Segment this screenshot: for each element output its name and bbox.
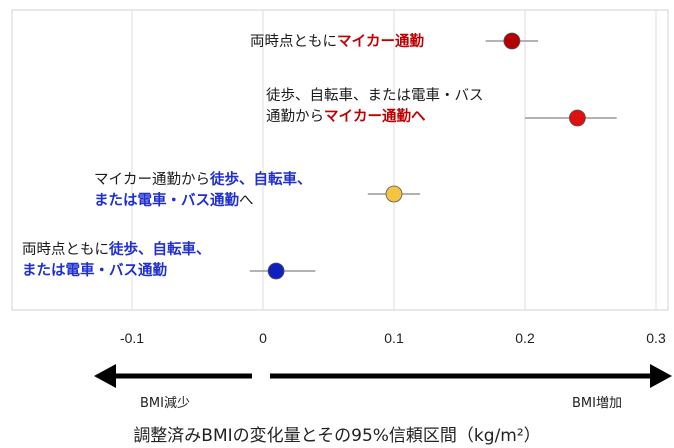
row-label-2: 徒歩、自転車、または電車・バス 通勤からマイカー通勤へ: [266, 86, 484, 128]
x-tick-label: 0.2: [515, 330, 535, 346]
plot-frame: [11, 9, 669, 311]
x-tick-label: 0.3: [646, 330, 666, 346]
row-label-2-highlight: マイカー通勤へ: [324, 109, 426, 125]
row-label-1: 両時点ともにマイカー通勤: [250, 32, 424, 53]
direction-arrows: [94, 364, 672, 388]
row-label-4: 両時点ともに徒歩、自転車、 または電車・バス通勤: [22, 240, 211, 282]
point-estimate: [569, 109, 586, 127]
point-estimate: [385, 185, 403, 203]
x-tick-labels: -0.1 0 0.1 0.2 0.3: [120, 330, 666, 346]
gridlines: [131, 10, 657, 310]
x-tick-label: -0.1: [120, 330, 144, 346]
estimates: [249, 32, 617, 280]
left-arrow-head: [94, 364, 116, 388]
x-tick-label: 0.1: [384, 330, 404, 346]
row-label-2-plain: 徒歩、自転車、または電車・バス 通勤から: [266, 88, 484, 125]
row-label-4-highlight: 徒歩、自転車、 または電車・バス通勤: [22, 242, 211, 279]
row-label-1-highlight: マイカー通勤: [337, 34, 424, 50]
x-tick-label: 0: [259, 330, 267, 346]
point-estimate: [503, 32, 521, 50]
row-label-3-suffix: へ: [239, 193, 254, 209]
point-estimate: [267, 262, 285, 280]
row-label-3: マイカー通勤から徒歩、自転車、 または電車・バス通勤へ: [94, 170, 312, 212]
row-label-3-highlight: 徒歩、自転車、 または電車・バス通勤: [94, 172, 312, 209]
row-label-4-plain: 両時点ともに: [22, 242, 109, 258]
direction-label-left: BMI減少: [140, 396, 190, 411]
row-label-3-plain: マイカー通勤から: [94, 172, 210, 188]
row-label-1-plain: 両時点ともに: [250, 34, 337, 50]
x-axis-title: 調整済みBMIの変化量とその95%信頼区間（kg/m²）: [133, 426, 541, 446]
direction-label-right: BMI増加: [572, 396, 622, 411]
right-arrow-head: [650, 364, 672, 388]
